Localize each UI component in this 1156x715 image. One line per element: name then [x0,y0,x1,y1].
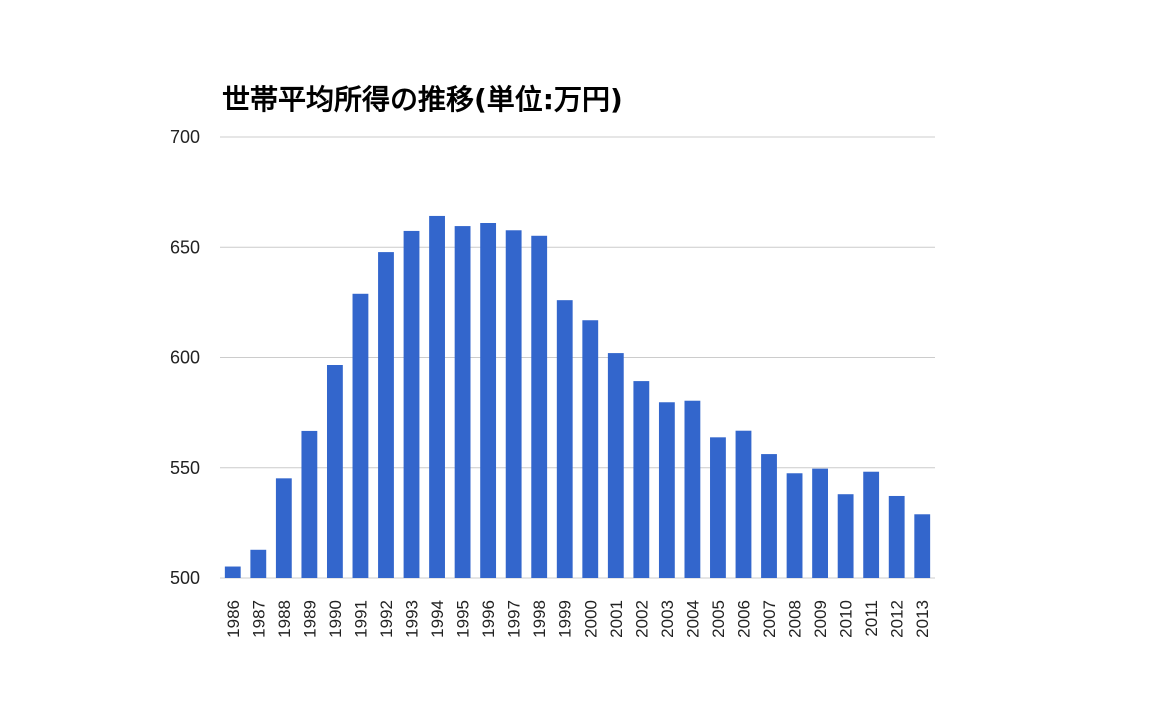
bar-1999 [556,300,573,578]
x-tick-label: 2010 [837,600,856,638]
bar-1990 [326,365,343,578]
x-tick-label: 1991 [351,600,370,638]
bar-2002 [633,381,650,578]
bar-1996 [480,223,497,578]
x-tick-label: 2007 [760,600,779,638]
bar-1989 [301,430,318,578]
bar-2010 [837,494,854,578]
y-tick-label: 700 [170,127,200,147]
bar-2007 [761,454,777,578]
bar-1986 [224,566,241,578]
y-tick-label: 600 [170,348,200,368]
bar-2001 [607,353,624,578]
bar-1993 [403,230,420,578]
bar-1987 [250,549,267,578]
bar-2000 [582,320,599,578]
x-tick-label: 2009 [811,600,830,638]
x-tick-label: 2011 [862,600,881,637]
x-tick-label: 1990 [326,600,345,638]
bar-2013 [914,514,931,578]
x-tick-label: 2003 [658,600,677,638]
bar-2012 [888,495,905,578]
y-tick-label: 500 [170,568,200,588]
x-tick-label: 1987 [249,600,268,638]
bar-1994 [429,215,445,578]
x-tick-label: 1999 [556,600,575,638]
bar-2006 [735,430,752,578]
y-axis: 500 550 600 650 700 [170,127,200,588]
bars [224,215,931,578]
x-tick-label: 2002 [632,600,651,638]
bar-1997 [505,230,522,578]
x-tick-label: 1997 [505,600,524,638]
y-tick-label: 650 [170,237,200,257]
bar-2003 [658,402,675,578]
x-tick-label: 2005 [709,600,728,638]
bar-1991 [352,293,369,578]
x-tick-label: 2012 [888,600,907,638]
x-tick-label: 1996 [479,600,498,638]
x-tick-label: 2008 [786,600,805,638]
x-tick-label: 2006 [734,600,753,638]
bar-2008 [786,473,803,578]
x-tick-label: 2004 [683,600,702,638]
x-tick-label: 2013 [913,600,932,638]
bar-2005 [710,437,726,578]
bar-2011 [863,471,880,578]
x-tick-label: 1992 [377,600,396,638]
bar-1992 [378,252,394,578]
x-tick-label: 2001 [607,600,626,638]
x-tick-label: 1986 [224,600,243,638]
x-tick-label: 1994 [428,600,447,638]
x-tick-label: 1998 [530,600,549,638]
bar-2004 [684,400,701,578]
y-tick-label: 550 [170,458,200,478]
bar-1995 [454,226,471,578]
x-tick-label: 1989 [300,600,319,638]
x-tick-label: 1988 [275,600,294,638]
x-tick-label: 1993 [403,600,422,638]
bar-1988 [275,478,292,578]
x-tick-label: 2000 [581,600,600,638]
chart-title: 世帯平均所得の推移(単位:万円) [222,83,623,116]
x-axis: 1986 1987 1988 1989 1990 1991 1992 1993 1994 1995… [224,600,932,638]
bar-1998 [531,235,548,578]
bar-2009 [812,468,828,578]
x-tick-label: 1995 [454,600,473,638]
